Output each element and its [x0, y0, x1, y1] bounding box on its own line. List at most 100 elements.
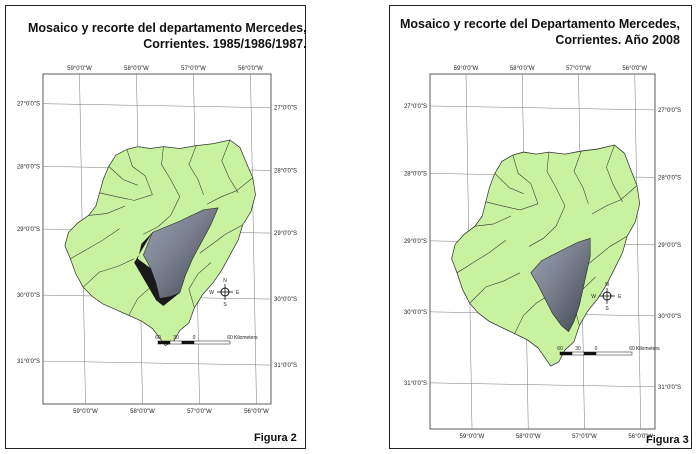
corrientes-province	[451, 144, 641, 367]
scale-segment	[181, 340, 195, 345]
latitude-label-left: 31°0'0"S	[17, 359, 40, 365]
longitude-label-top: 56°0'0"W	[238, 66, 263, 72]
compass-w: W	[591, 294, 596, 300]
scale-label: 60	[227, 335, 233, 341]
longitude-label-top: 56°0'0"W	[622, 66, 647, 72]
map-title: Mosaico y recorte del Departamento Merce…	[400, 16, 680, 48]
mercedes-satellite-crop	[530, 237, 591, 333]
province-group	[451, 144, 641, 367]
meridian-line	[250, 73, 257, 405]
department-boundary	[108, 166, 138, 186]
scale-segment	[583, 351, 597, 356]
latitude-label-right: 31°0'0"S	[658, 385, 681, 391]
longitude-label-bottom: 58°0'0"W	[516, 434, 541, 440]
scale-segment	[193, 340, 231, 345]
department-boundary	[474, 215, 512, 227]
scale-label-units: Kilometers	[636, 346, 660, 352]
department-boundary	[514, 294, 549, 334]
department-boundary	[221, 139, 239, 193]
compass-n: N	[605, 282, 609, 288]
latitude-label-left: 29°0'0"S	[17, 227, 40, 233]
latitude-label-left: 29°0'0"S	[404, 239, 427, 245]
longitude-label-top: 57°0'0"W	[566, 66, 591, 72]
mercedes-satellite-crop	[143, 207, 219, 299]
map-canvas: 59°0'0"W 59°0'0"W 58°0'0"W 58°0'0"W 57°0'0"W…	[17, 66, 297, 415]
department-boundary	[99, 192, 153, 201]
figure-label: Figura 2	[254, 432, 297, 444]
department-boundary	[469, 272, 521, 304]
latitude-label-left: 30°0'0"S	[404, 310, 427, 316]
department-boundary	[143, 196, 181, 235]
scale-label: 0	[193, 335, 196, 341]
scale-label: 30	[575, 346, 581, 352]
latitude-label-right: 28°0'0"S	[658, 175, 681, 181]
compass-s: S	[223, 302, 227, 308]
department-boundary	[546, 152, 566, 207]
department-boundary	[584, 236, 628, 267]
latitude-label-right: 29°0'0"S	[274, 231, 297, 237]
scale-label: 30	[173, 335, 179, 341]
latitude-label-right: 30°0'0"S	[658, 314, 681, 320]
title-line-1: Mosaico y recorte del Departamento Merce…	[400, 17, 680, 31]
scale-segment	[595, 351, 633, 356]
longitude-label-bottom: 57°0'0"W	[187, 409, 212, 415]
parallel-line	[429, 382, 656, 388]
longitude-label-top: 59°0'0"W	[67, 66, 92, 72]
department-boundary	[88, 205, 126, 216]
compass-rose: N S E W	[591, 282, 622, 312]
parallel-line	[429, 105, 656, 111]
map-frame-group: 59°0'0"W 59°0'0"W 58°0'0"W 58°0'0"W 57°0'0"W…	[17, 66, 297, 415]
department-boundary	[126, 149, 153, 195]
title-line-2: Corrientes. 1985/1986/1987.	[143, 37, 307, 51]
longitude-label-bottom: 59°0'0"W	[460, 434, 485, 440]
parallel-line	[42, 103, 272, 108]
scale-label: 60	[155, 335, 161, 341]
parallel-line	[42, 360, 272, 366]
department-boundary	[188, 262, 211, 308]
scale-segment	[559, 351, 573, 356]
department-boundary	[456, 240, 506, 274]
scale-segment	[571, 351, 585, 356]
latitude-label-left: 27°0'0"S	[404, 104, 427, 110]
department-boundary	[199, 224, 243, 254]
longitude-label-top: 58°0'0"W	[124, 66, 149, 72]
compass-rose: N S E W	[209, 278, 240, 308]
province-group	[64, 139, 256, 347]
scale-label-units: Kilometers	[234, 335, 258, 341]
compass-s: S	[605, 306, 609, 312]
longitude-label-bottom: 58°0'0"W	[130, 409, 155, 415]
department-boundary	[512, 155, 539, 204]
longitude-label-top: 58°0'0"W	[510, 66, 535, 72]
department-boundary	[70, 228, 120, 260]
map-canvas: 59°0'0"W 59°0'0"W 58°0'0"W 58°0'0"W 57°0'0"W…	[404, 66, 681, 440]
latitude-label-right: 29°0'0"S	[658, 243, 681, 249]
latitude-label-right: 27°0'0"S	[658, 108, 681, 114]
latitude-label-left: 28°0'0"S	[17, 164, 40, 170]
title-line-1: Mosaico y recorte del departamento Merce…	[28, 21, 307, 35]
satellite-nodata-area	[134, 232, 180, 306]
compass-w: W	[209, 290, 214, 296]
longitude-label-top: 57°0'0"W	[181, 66, 206, 72]
compass-e: E	[236, 290, 240, 296]
latitude-label-right: 27°0'0"S	[274, 106, 297, 112]
department-boundary	[573, 150, 589, 204]
longitude-label-bottom: 56°0'0"W	[244, 409, 269, 415]
latitude-label-left: 31°0'0"S	[404, 381, 427, 387]
department-boundary	[82, 258, 135, 288]
longitude-label-top: 59°0'0"W	[454, 66, 479, 72]
longitude-label-bottom: 59°0'0"W	[73, 409, 98, 415]
scale-bar: 60 30 0 60 Kilometers	[155, 335, 258, 345]
department-boundary	[591, 185, 638, 215]
latitude-label-right: 30°0'0"S	[274, 297, 297, 303]
department-boundary	[188, 145, 204, 195]
department-boundary	[161, 146, 181, 197]
latitude-label-right: 31°0'0"S	[274, 363, 297, 369]
latitude-label-left: 28°0'0"S	[404, 171, 427, 177]
scale-label: 60	[629, 346, 635, 352]
compass-n: N	[223, 278, 227, 284]
latitude-label-left: 27°0'0"S	[17, 102, 40, 108]
map-title: Mosaico y recorte del departamento Merce…	[28, 20, 307, 52]
scale-bar: 60 30 0 60 Kilometers	[557, 346, 660, 356]
scale-segment	[169, 340, 183, 345]
title-line-2: Corrientes. Año 2008	[555, 33, 680, 47]
